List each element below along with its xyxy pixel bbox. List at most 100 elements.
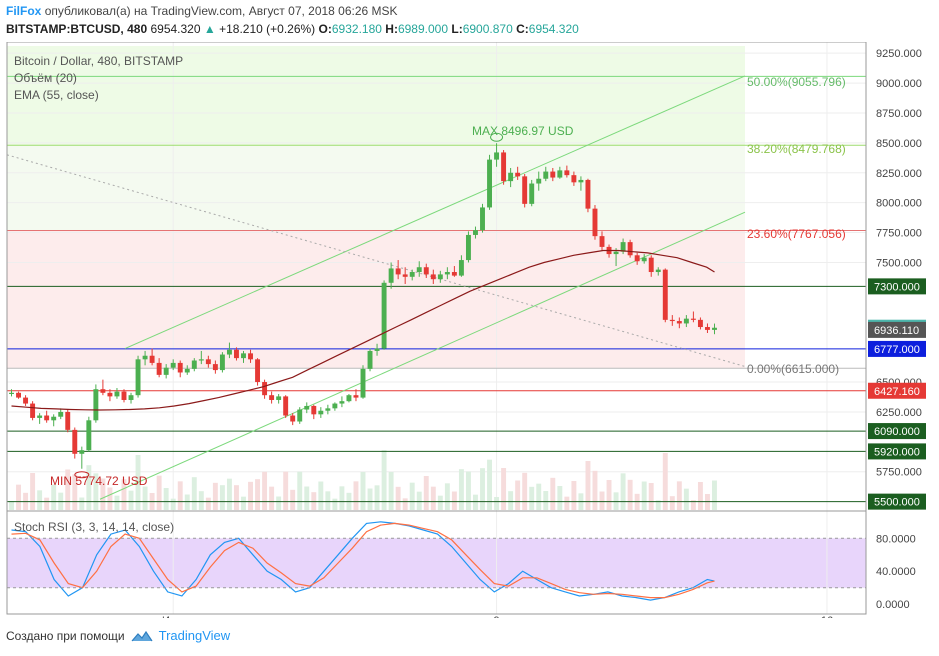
- volume-bar: [676, 481, 682, 510]
- candle-body: [44, 415, 50, 421]
- candle-body: [255, 359, 261, 383]
- candle-body: [690, 318, 696, 320]
- volume-bar: [241, 496, 246, 510]
- price-tick-label: 5750.000: [876, 467, 922, 479]
- volume-bar: [269, 486, 275, 510]
- footer: Создано при помощи TradingView: [6, 628, 230, 643]
- volume-bar: [205, 497, 211, 510]
- candle-body: [599, 236, 605, 247]
- candle-body: [416, 267, 422, 273]
- volume-bar: [353, 481, 359, 510]
- candle-body: [388, 268, 394, 283]
- fib-382-label: 38.20%(8479.768): [747, 142, 846, 156]
- volume-bar: [515, 480, 521, 510]
- candle-body: [409, 272, 415, 277]
- volume-bar: [451, 491, 457, 510]
- candle-body: [156, 362, 162, 375]
- volume-bar: [697, 482, 703, 510]
- candle-body: [304, 405, 310, 410]
- price-tick-label: 9250.000: [876, 48, 922, 60]
- candle-body: [205, 359, 211, 365]
- candle-body: [177, 362, 183, 373]
- candle-body: [65, 411, 71, 430]
- candle-body: [543, 171, 549, 179]
- volume-bar: [114, 495, 120, 510]
- price-chart[interactable]: 9250.000 9000.000 8750.000 8500.000 8250.000…: [0, 41, 939, 627]
- volume-bar: [65, 469, 71, 510]
- chart-area[interactable]: 9250.000 9000.000 8750.000 8500.000 8250.000…: [0, 41, 939, 627]
- volume-bar: [212, 482, 218, 510]
- fib-zone-lower: [7, 230, 745, 369]
- volume-bar: [318, 481, 324, 510]
- time-tick-label: Июл: [162, 615, 184, 618]
- candle-body: [676, 321, 682, 324]
- volume-bar: [311, 492, 317, 510]
- stoch-tick-label: 80.0000: [876, 533, 916, 545]
- volume-bar: [16, 484, 22, 510]
- candle-body: [430, 274, 436, 280]
- price-tick-label: 8000.000: [876, 198, 922, 210]
- volume-bar: [44, 497, 50, 510]
- volume-bar: [683, 488, 689, 510]
- volume-bar: [402, 498, 408, 510]
- candle-body: [332, 403, 338, 409]
- time-tick-label: 16: [821, 615, 833, 618]
- candle-body: [613, 251, 619, 255]
- volume-bar: [585, 461, 591, 510]
- candle-body: [93, 389, 99, 421]
- candle-body: [515, 172, 521, 177]
- volume-bar: [395, 486, 401, 510]
- volume-bar: [690, 500, 696, 510]
- candle-body: [641, 257, 647, 262]
- candle-body: [79, 450, 85, 454]
- volume-bar: [177, 481, 183, 510]
- high-value: 6989.000: [397, 22, 449, 36]
- price-badge-label: 6936.110: [874, 325, 919, 337]
- price-badge: [868, 340, 926, 357]
- low-value: 6900.870: [462, 22, 513, 36]
- candle-body: [437, 274, 443, 280]
- candle-body: [86, 420, 92, 451]
- candle-body: [627, 242, 633, 256]
- candle-body: [473, 230, 478, 235]
- price-badge-label: 6090.000: [874, 426, 920, 438]
- fib-236-label: 23.60%(7767.056): [747, 227, 846, 241]
- legend-title: Bitcoin / Dollar, 480, BITSTAMP: [14, 54, 183, 68]
- candle-body: [23, 397, 29, 404]
- price-tick-label: 7750.000: [876, 228, 922, 240]
- legend-ema: EMA (55, close): [14, 88, 99, 102]
- volume-bar: [304, 486, 310, 510]
- candle-body: [37, 415, 43, 418]
- volume-bar: [30, 473, 36, 510]
- candle-body: [683, 318, 689, 324]
- candle-body: [360, 368, 366, 398]
- candle-body: [262, 382, 268, 396]
- tradingview-link[interactable]: TradingView: [131, 628, 231, 643]
- candle-body: [290, 415, 296, 422]
- candle-body: [494, 152, 500, 160]
- candle-body: [634, 255, 640, 262]
- high-label: H:: [385, 22, 398, 36]
- max-label: MAX 8496.97 USD: [472, 124, 574, 138]
- tradingview-text: TradingView: [158, 628, 231, 643]
- volume-bar: [121, 479, 127, 510]
- volume-bar: [648, 483, 654, 510]
- volume-bar: [641, 481, 647, 510]
- candle-body: [451, 272, 457, 276]
- volume-bar: [487, 459, 492, 510]
- volume-bar: [234, 485, 239, 510]
- volume-bar: [543, 491, 549, 510]
- candle-body: [501, 152, 507, 182]
- candle-body: [226, 349, 232, 355]
- author-name[interactable]: FilFox: [6, 4, 42, 18]
- volume-bar: [494, 497, 500, 510]
- volume-bar: [473, 494, 478, 510]
- candle-body: [550, 171, 556, 178]
- volume-bar: [37, 490, 43, 510]
- candle-body: [121, 391, 127, 400]
- volume-bar: [367, 488, 373, 510]
- candle-body: [585, 179, 591, 209]
- candle-body: [58, 411, 64, 417]
- candle-body: [529, 183, 535, 204]
- candle-body: [128, 395, 134, 400]
